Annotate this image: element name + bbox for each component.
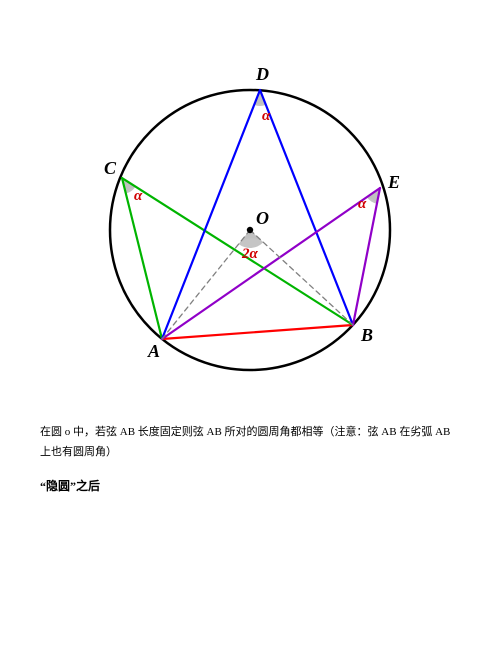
document-page: O A B C D Eα α α 2α 在圆 o 中，若弦 AB 长度固定则弦 AB 所对的圆周…: [0, 0, 500, 647]
svg-text:C: C: [104, 158, 117, 178]
circle-theorem-diagram: O A B C D Eα α α 2α: [80, 60, 420, 400]
svg-text:A: A: [147, 341, 160, 361]
svg-text:O: O: [256, 208, 269, 228]
figure-container: O A B C D Eα α α 2α: [80, 60, 420, 405]
svg-text:B: B: [360, 325, 373, 345]
svg-text:D: D: [255, 64, 269, 84]
figure-caption: 在圆 o 中，若弦 AB 长度固定则弦 AB 所对的圆周角都相等（注意：弦 AB…: [40, 423, 460, 463]
svg-text:2α: 2α: [241, 246, 259, 262]
svg-text:E: E: [387, 172, 400, 192]
svg-text:α: α: [134, 188, 143, 204]
section-heading: “隐圆”之后: [40, 477, 460, 494]
svg-text:α: α: [262, 108, 271, 124]
svg-text:α: α: [358, 196, 367, 212]
